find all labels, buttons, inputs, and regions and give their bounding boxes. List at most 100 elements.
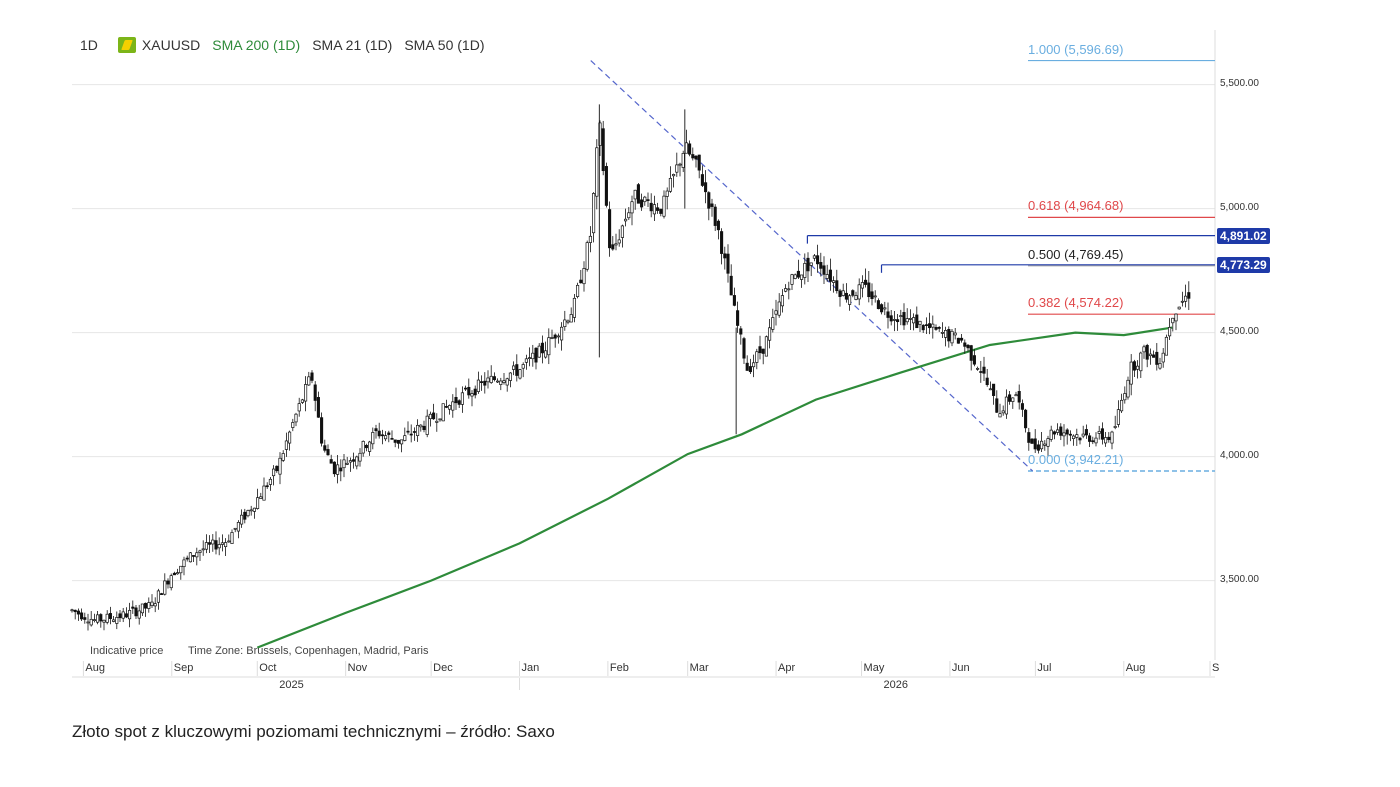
candle-body [108, 613, 112, 619]
candle-body [524, 358, 528, 363]
candle-body [144, 602, 148, 609]
candle-body [99, 614, 103, 622]
timeframe-label[interactable]: 1D [80, 37, 98, 53]
y-tick-label: 4,500.00 [1220, 325, 1259, 337]
candle-body [147, 602, 151, 609]
candle-body [988, 388, 992, 391]
candle-body [380, 434, 384, 437]
candle-body [707, 192, 711, 209]
candle-body [528, 357, 532, 359]
candle-body [611, 244, 615, 250]
candle-body [931, 323, 935, 328]
candle-body [726, 253, 730, 274]
candle-body [374, 428, 378, 432]
year-label: 2025 [279, 679, 304, 691]
candle-body [1158, 363, 1162, 369]
candle-body [832, 280, 836, 283]
candle-body [89, 618, 93, 626]
candle-body [1024, 409, 1028, 429]
candle-body [1075, 434, 1079, 438]
candle-body [976, 367, 980, 370]
candle-body [326, 449, 330, 456]
sma21-label[interactable]: SMA 21 (1D) [312, 37, 393, 53]
candle-body [1001, 410, 1005, 414]
candle-body [646, 199, 650, 201]
candle-body [284, 440, 288, 450]
candle-body [556, 335, 560, 338]
candle-body [1094, 437, 1098, 444]
candle-body [1116, 409, 1120, 425]
candle-body [633, 189, 637, 200]
candle-body [198, 550, 202, 553]
candle-body [537, 345, 541, 358]
candle-body [716, 220, 720, 231]
candle-body [166, 580, 170, 585]
candle-body [563, 319, 567, 327]
gold-bar-icon [117, 37, 136, 53]
candle-body [281, 453, 285, 461]
candle-body [1145, 345, 1149, 360]
candle-body [435, 420, 439, 423]
fib-level-label: 0.382 (4,574.22) [1028, 295, 1124, 311]
candle-body [86, 621, 90, 624]
candle-body [1030, 438, 1034, 444]
candle-body [697, 154, 701, 171]
candle-body [835, 280, 839, 292]
candle-body [1184, 295, 1188, 302]
candle-body [384, 435, 388, 440]
candle-body [268, 478, 272, 485]
y-tick-label: 5,000.00 [1220, 201, 1259, 213]
candle-body [912, 317, 916, 324]
candle-body [915, 314, 919, 329]
candle-body [348, 460, 352, 463]
candle-body [745, 362, 749, 371]
candle-body [1180, 300, 1184, 303]
candle-body [937, 327, 941, 329]
candle-body [1052, 431, 1056, 435]
x-tick-label: Aug [1125, 662, 1146, 674]
candle-body [217, 544, 221, 549]
candle-body [1036, 444, 1040, 451]
candle-body [172, 572, 176, 576]
candle-body [294, 413, 298, 423]
sma50-label[interactable]: SMA 50 (1D) [404, 37, 485, 53]
candle-body [777, 301, 781, 316]
candle-body [732, 295, 736, 306]
candle-body [176, 572, 180, 575]
fib-level-label: 0.500 (4,769.45) [1028, 246, 1124, 262]
candle-body [400, 439, 404, 445]
symbol-label[interactable]: XAUUSD [141, 37, 201, 53]
fib-level-label: 1.000 (5,596.69) [1028, 41, 1124, 57]
candle-body [892, 319, 896, 321]
candle-body [720, 231, 724, 254]
candle-body [358, 452, 362, 462]
candle-body [1139, 352, 1143, 372]
candle-body [867, 282, 871, 298]
candle-body [508, 372, 512, 381]
candle-body [496, 380, 500, 383]
candle-body [774, 310, 778, 315]
x-tick-label: Jul [1037, 662, 1052, 674]
candle-body [134, 607, 138, 617]
candle-body [227, 540, 231, 543]
candle-body [393, 439, 397, 443]
candles-group [70, 104, 1191, 631]
x-tick-label: Oct [259, 662, 277, 674]
sma200-label[interactable]: SMA 200 (1D) [212, 37, 301, 53]
candle-body [156, 590, 160, 603]
candle-body [595, 147, 599, 197]
candle-body [569, 314, 573, 323]
candle-body [688, 143, 692, 155]
candle-body [793, 274, 797, 279]
candle-body [112, 619, 116, 622]
candle-body [150, 601, 154, 606]
candle-body [182, 559, 186, 568]
candle-body [316, 397, 320, 418]
candle-body [262, 485, 266, 501]
candle-body [758, 346, 762, 354]
candle-body [969, 345, 973, 361]
candle-body [489, 375, 493, 383]
candle-body [966, 344, 970, 349]
candle-body [550, 337, 554, 339]
